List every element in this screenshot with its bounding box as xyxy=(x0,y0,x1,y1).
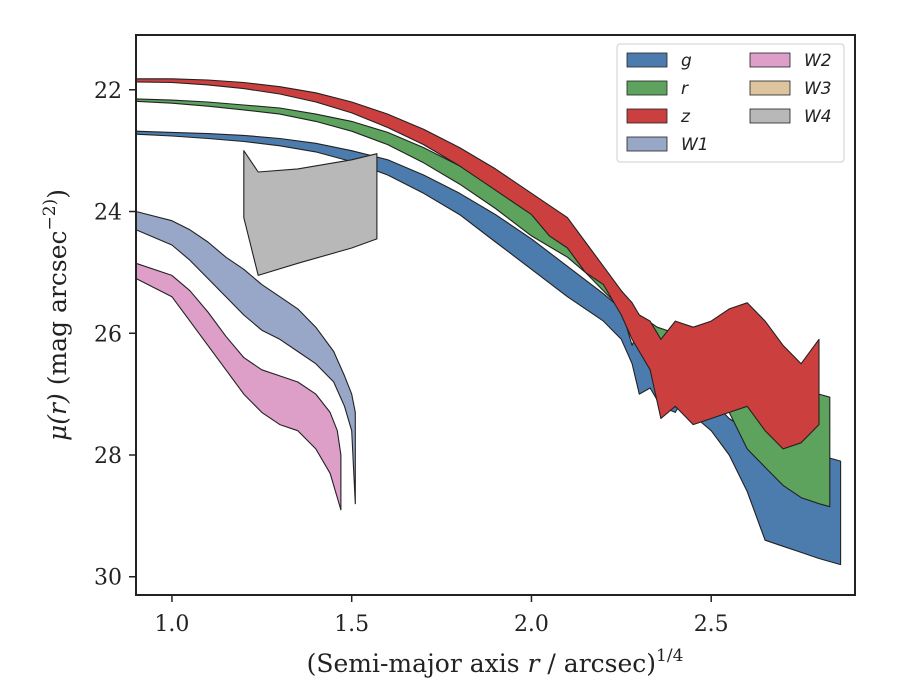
legend: grz W1 W2 W3 W4 xyxy=(616,43,845,163)
legend-label-r: r xyxy=(681,79,689,99)
x-tick-label: 1.0 xyxy=(154,612,189,637)
x-axis-label: (Semi-major axis r / arcsec)1/4 xyxy=(307,646,684,678)
legend-label-g: g xyxy=(681,51,692,71)
legend-swatch-r xyxy=(626,80,668,96)
y-tick-label: 22 xyxy=(94,79,122,104)
y-tick-label: 24 xyxy=(94,201,122,226)
band-w1 xyxy=(135,210,356,505)
plot-areas xyxy=(135,78,842,566)
y-tick-label: 28 xyxy=(94,444,122,469)
legend-label-w3: W3 xyxy=(804,79,832,99)
plot-frame xyxy=(135,34,856,596)
legend-label-z: z xyxy=(680,107,691,127)
legend-swatch-z xyxy=(626,108,668,124)
legend-frame xyxy=(616,43,845,163)
legend-swatch-g xyxy=(626,52,668,68)
band-w4 xyxy=(243,150,378,276)
legend-swatch-w1 xyxy=(626,136,668,152)
legend-label-w1: W1 xyxy=(681,135,709,155)
x-tick-label: 2.0 xyxy=(514,612,549,637)
y-tick-label: 30 xyxy=(94,566,122,591)
band-g xyxy=(135,130,842,566)
x-tick-label: 1.5 xyxy=(334,612,369,637)
band-z xyxy=(135,78,820,450)
legend-swatch-w3 xyxy=(749,80,791,96)
y-axis-label: μ(r) (mag arcsec−2)) xyxy=(40,189,72,441)
x-axis-ticks: 1.0 1.5 2.0 2.5 xyxy=(154,595,729,637)
band-w2 xyxy=(135,262,342,511)
legend-swatch-w2 xyxy=(749,52,791,68)
legend-swatch-w4 xyxy=(749,108,791,124)
legend-label-w4: W4 xyxy=(804,107,832,127)
legend-label-w2: W2 xyxy=(804,51,832,71)
x-tick-label: 2.5 xyxy=(694,612,729,637)
y-axis-ticks: 22 24 26 28 30 xyxy=(94,79,136,591)
y-tick-label: 26 xyxy=(94,322,122,347)
